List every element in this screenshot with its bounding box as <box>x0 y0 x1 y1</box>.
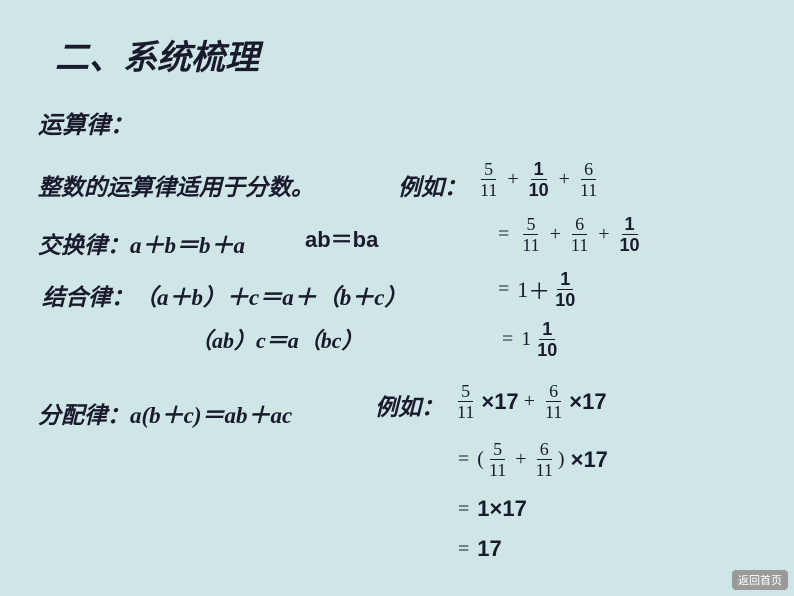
ex2-line1: 511 ×17 + 611 ×17 <box>452 382 607 421</box>
fraction: 611 <box>542 382 565 421</box>
equals: = <box>458 538 469 561</box>
associative-add-formula: （a＋b）＋c＝a＋（b＋c） <box>134 285 407 310</box>
intro-text: 整数的运算律适用于分数。 <box>38 168 314 202</box>
mixed-whole: 1 <box>521 328 531 351</box>
back-home-button[interactable]: 返回首页 <box>732 570 788 590</box>
ex1-line2: = 511 + 611 + 110 <box>498 215 645 254</box>
fraction: 511 <box>486 440 509 479</box>
commutative-law-mul: ab＝ba <box>305 222 378 254</box>
fraction: 110 <box>526 160 552 199</box>
plus-op: + <box>550 223 561 246</box>
ex2-line2: = ( 511 + 611 ) ×17 <box>458 440 608 479</box>
distributive-formula: a(b＋c)＝ab＋ac <box>130 403 292 428</box>
commutative-label: 交换律： <box>38 233 130 258</box>
equals: = <box>498 223 509 246</box>
equals: = <box>458 448 469 471</box>
lparen: ( <box>477 448 484 471</box>
plus-op: + <box>507 168 518 191</box>
plus-op: + <box>598 223 609 246</box>
associative-law-mul: （ab）c＝a（bc） <box>190 323 364 355</box>
rparen: ) <box>558 448 565 471</box>
equals: = <box>502 328 513 351</box>
mul-text: ×17 <box>569 389 606 415</box>
associative-label: 结合律： <box>42 285 134 310</box>
example2-label: 例如： <box>375 388 444 422</box>
fraction: 511 <box>477 160 500 199</box>
fraction: 511 <box>519 215 542 254</box>
equals: = <box>458 498 469 521</box>
plus-op: + <box>524 390 535 413</box>
mul-text: ×17 <box>571 447 608 473</box>
commutative-add-formula: a＋b＝b＋a <box>130 233 245 258</box>
fraction: 110 <box>617 215 643 254</box>
mul-text: ×17 <box>481 389 518 415</box>
ex1-line1: 511 + 110 + 611 <box>475 160 602 199</box>
fraction: 611 <box>577 160 600 199</box>
mixed-number: 1 110 <box>521 320 562 359</box>
result-text: 17 <box>477 536 501 562</box>
whole-number: 1 <box>517 277 528 303</box>
fraction: 611 <box>568 215 591 254</box>
plus-op: + <box>559 168 570 191</box>
equals: = <box>498 278 509 301</box>
ex2-line4: = 17 <box>458 536 502 562</box>
commutative-law-add: 交换律：a＋b＝b＋a <box>38 226 245 260</box>
ex2-line3: = 1×17 <box>458 496 527 522</box>
result-text: 1×17 <box>477 496 527 522</box>
fraction: 511 <box>454 382 477 421</box>
fraction: 110 <box>534 320 560 359</box>
distributive-label: 分配律： <box>38 403 130 428</box>
example1-label: 例如： <box>398 168 467 202</box>
fraction: 611 <box>533 440 556 479</box>
distributive-law: 分配律：a(b＋c)＝ab＋ac <box>38 396 292 430</box>
ex1-line4: = 1 110 <box>502 320 562 359</box>
fraction: 110 <box>552 270 578 309</box>
associative-law-add: 结合律：（a＋b）＋c＝a＋（b＋c） <box>42 278 407 312</box>
plus-op: ＋ <box>528 274 550 306</box>
ex1-line3: = 1 ＋ 110 <box>498 270 580 309</box>
section-title: 二、系统梳理 <box>55 30 259 79</box>
subtitle: 运算律： <box>38 105 134 140</box>
plus-op: + <box>515 448 526 471</box>
